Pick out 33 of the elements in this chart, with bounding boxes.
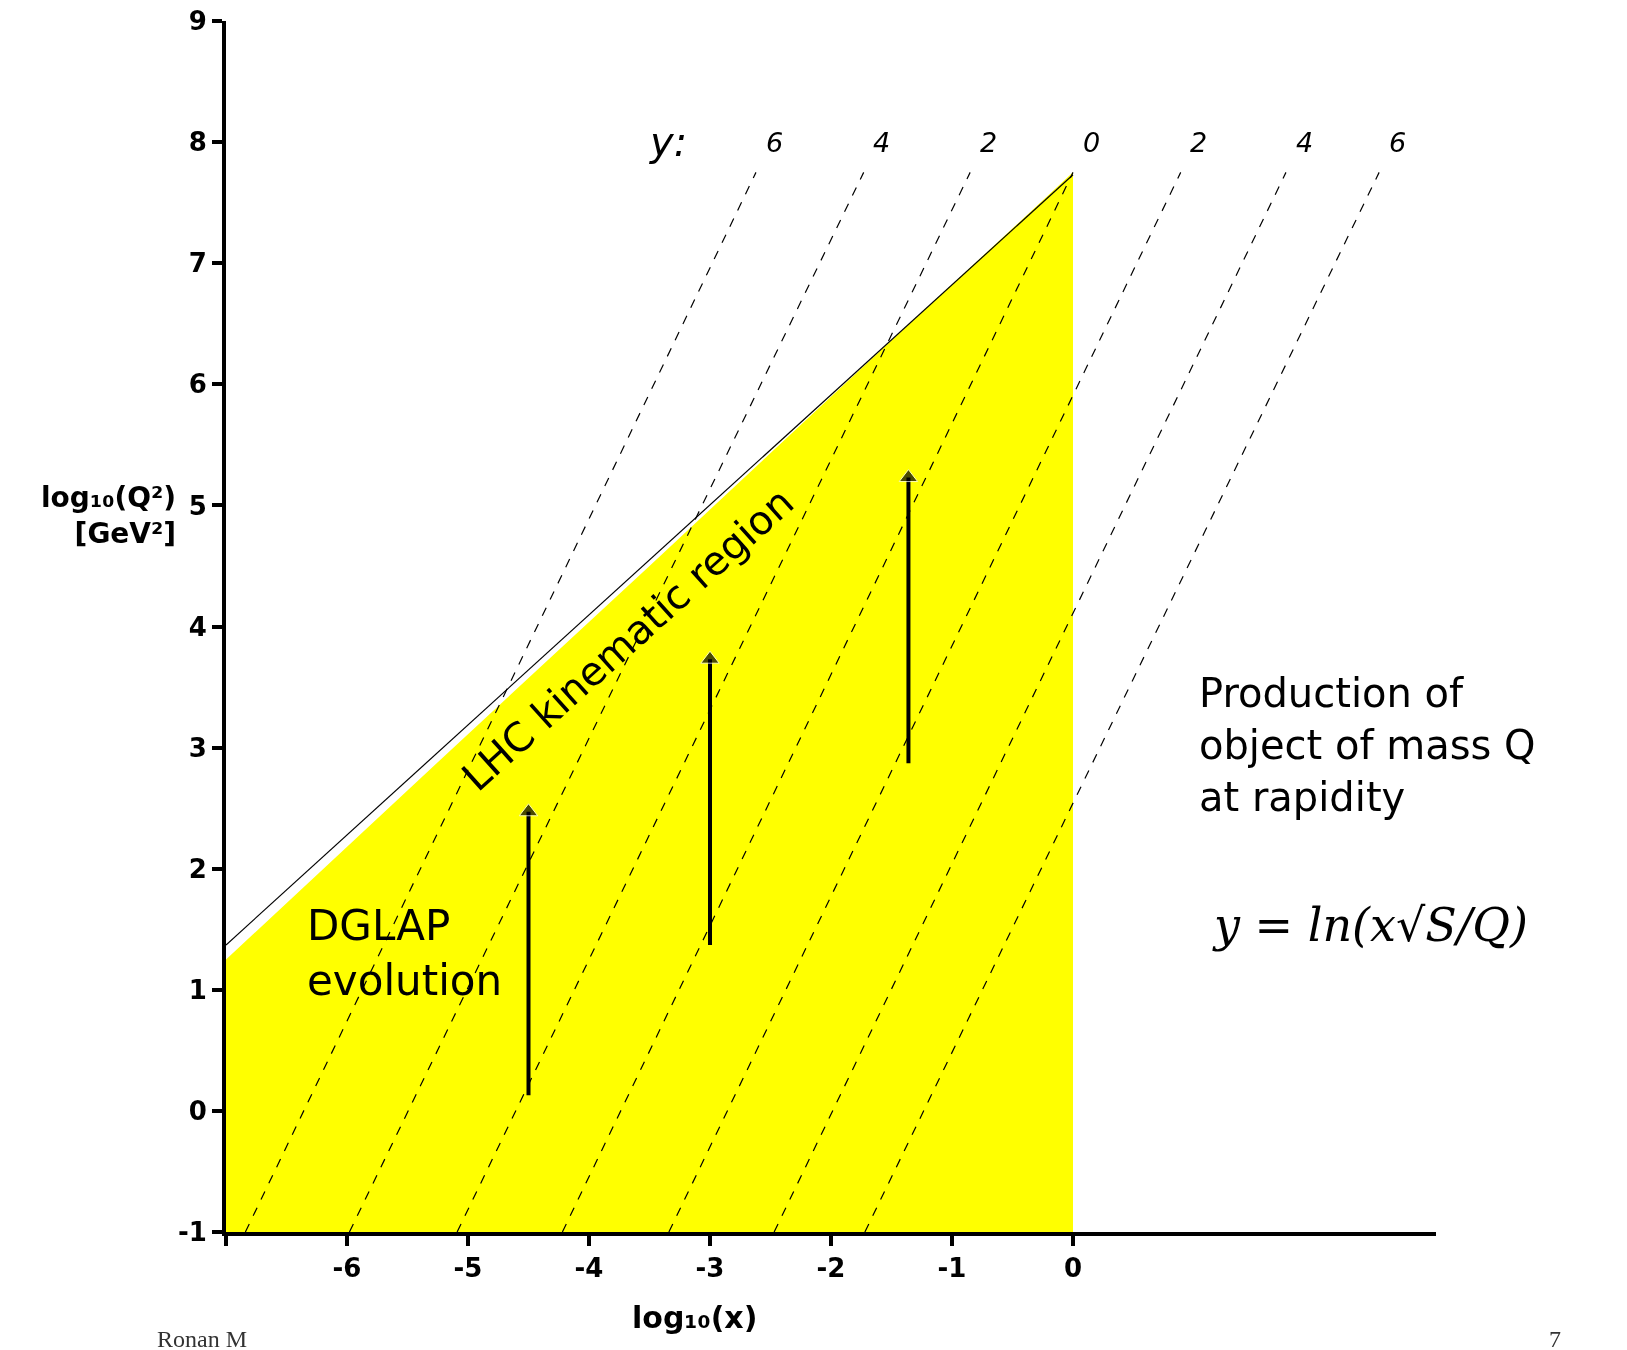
x-axis-title: log₁₀(x) xyxy=(632,1300,758,1335)
x-tick-label: -2 xyxy=(816,1253,846,1284)
y-tick-label: 8 xyxy=(188,127,207,158)
series-label: 2 xyxy=(980,127,998,158)
y-tick-label: 3 xyxy=(188,732,207,763)
annotation: y: xyxy=(649,119,688,165)
y-tick-label: 2 xyxy=(188,853,207,884)
x-tick-label: -6 xyxy=(332,1253,362,1284)
series-label: 6 xyxy=(766,127,784,158)
x-tick-label: -3 xyxy=(695,1253,725,1284)
series-label: 2 xyxy=(1190,127,1208,158)
x-tick-label: -4 xyxy=(574,1253,604,1284)
y-tick-label: 1 xyxy=(188,974,207,1005)
x-tick-label: -1 xyxy=(937,1253,967,1284)
x-tick-label: -5 xyxy=(453,1253,483,1284)
text: 7 xyxy=(1549,1326,1561,1350)
y-tick-label: -1 xyxy=(177,1217,207,1248)
series-label: 6 xyxy=(1389,127,1407,158)
y-tick-label: 9 xyxy=(188,6,207,37)
annotation: y = ln(x√S/Q) xyxy=(1212,898,1528,952)
y-tick-label: 6 xyxy=(188,369,207,400)
annotation: DGLAP evolution xyxy=(307,901,503,1005)
annotation: Production of object of mass Q at rapidity xyxy=(1199,670,1536,820)
x-tick-label: 0 xyxy=(1063,1253,1083,1284)
y-tick-label: 5 xyxy=(188,490,207,521)
y-tick-label: 7 xyxy=(188,248,207,279)
series-label: 4 xyxy=(1296,127,1314,158)
series-label: 0 xyxy=(1083,127,1101,158)
y-tick-label: 4 xyxy=(188,611,207,642)
y-axis-title: log₁₀(Q²) [GeV²] xyxy=(41,481,177,551)
text: Ronan M xyxy=(157,1326,247,1350)
y-tick-label: 0 xyxy=(188,1096,207,1126)
series-label: 4 xyxy=(873,127,891,158)
